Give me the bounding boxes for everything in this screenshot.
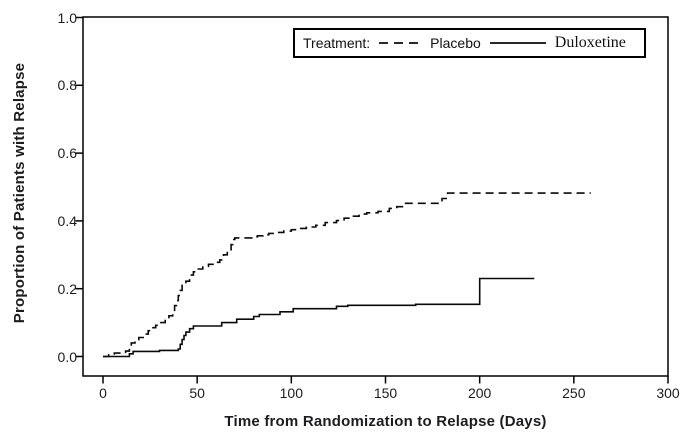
x-tick-label: 50 xyxy=(189,385,205,401)
duloxetine-solid-line-icon xyxy=(489,42,546,44)
duloxetine-curve xyxy=(103,277,535,358)
y-tick-label: 0.0 xyxy=(57,348,77,365)
y-tick-label: 0.2 xyxy=(57,280,77,297)
y-tick-label: 1.0 xyxy=(57,9,77,26)
placebo-dashed-line-icon xyxy=(379,42,422,44)
legend-label-duloxetine: Duloxetine xyxy=(554,34,626,51)
y-axis-title: Proportion of Patients with Relapse xyxy=(11,62,28,324)
plot-frame xyxy=(82,16,669,377)
x-tick-label: 250 xyxy=(562,385,586,401)
x-tick-label: 0 xyxy=(99,385,107,401)
legend-title: Treatment: xyxy=(303,35,371,51)
y-tick-label: 0.8 xyxy=(57,77,77,94)
legend-box: Treatment: Placebo Duloxetine xyxy=(293,28,646,58)
x-axis-title: Time from Randomization to Relapse (Days… xyxy=(224,413,547,430)
y-tick-label: 0.4 xyxy=(57,212,77,229)
x-tick-label: 100 xyxy=(279,385,304,401)
x-tick-label: 200 xyxy=(467,385,492,401)
legend-label-placebo: Placebo xyxy=(430,35,481,51)
y-tick-label: 0.6 xyxy=(57,145,77,162)
x-tick-label: 150 xyxy=(373,385,398,401)
x-tick-label: 300 xyxy=(656,385,680,401)
placebo-curve xyxy=(103,192,591,358)
